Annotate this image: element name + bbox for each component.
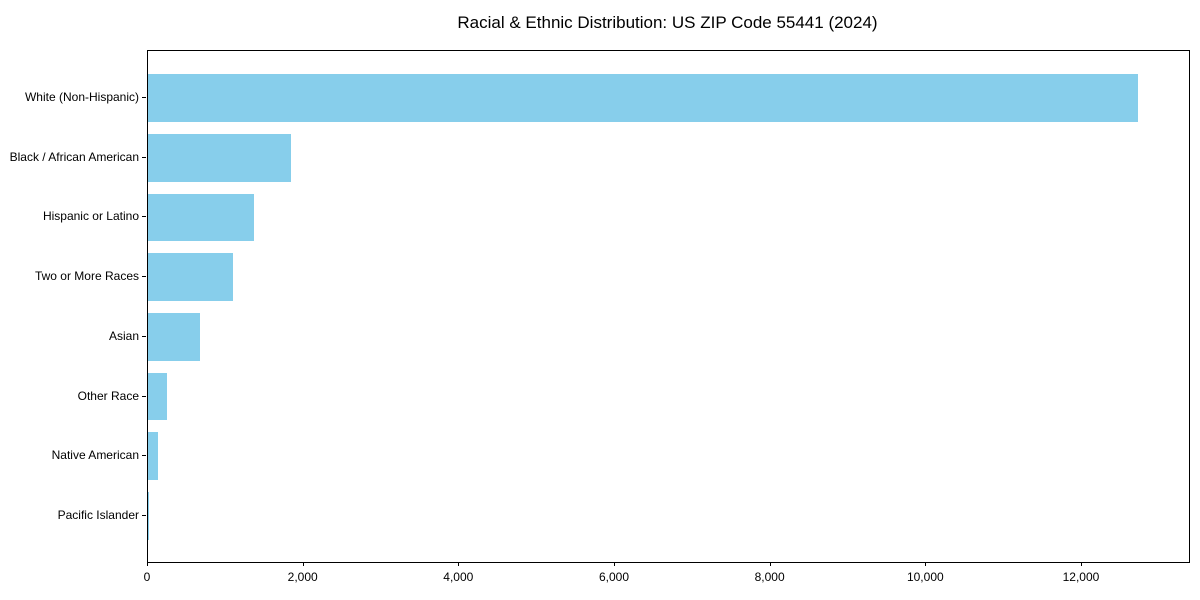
y-axis-label-white-non-hispanic: White (Non-Hispanic): [24, 90, 139, 104]
bar-native-american: [148, 432, 158, 481]
bar-other-race: [148, 372, 167, 421]
x-tick-label: 8,000: [754, 570, 785, 584]
y-tick: [142, 395, 146, 397]
x-tick-label: 10,000: [906, 570, 944, 584]
y-tick: [142, 455, 146, 457]
x-tick-label: 2,000: [287, 570, 318, 584]
bar-white-non-hispanic: [148, 74, 1138, 122]
y-tick: [142, 335, 146, 337]
plot-area: [147, 50, 1190, 563]
bar-two-or-more-races: [148, 253, 234, 301]
x-tick: [302, 562, 304, 566]
bar-black-african-american: [148, 133, 292, 182]
x-tick: [147, 562, 148, 566]
x-tick-label: 12,000: [1062, 570, 1100, 584]
x-tick: [458, 562, 460, 566]
y-tick: [142, 97, 146, 98]
y-tick: [142, 216, 146, 218]
y-axis-label-black-african-american: Black / African American: [9, 149, 139, 164]
x-tick: [613, 562, 615, 566]
y-axis-label-native-american: Native American: [51, 448, 139, 463]
x-tick-label: 4,000: [443, 570, 474, 584]
bar-pacific-islander: [148, 492, 149, 540]
x-tick-label: 0: [143, 570, 151, 584]
y-axis-label-pacific-islander: Pacific Islander: [57, 507, 139, 522]
y-axis-label-other-race: Other Race: [77, 388, 139, 403]
y-axis-label-hispanic-or-latino: Hispanic or Latino: [42, 209, 139, 224]
y-tick: [142, 156, 146, 158]
bar-hispanic-or-latino: [148, 193, 255, 242]
x-tick: [769, 562, 771, 566]
x-tick: [1080, 562, 1082, 566]
x-tick-label: 6,000: [598, 570, 629, 584]
chart-title: Racial & Ethnic Distribution: US ZIP Cod…: [457, 13, 878, 32]
y-axis-label-asian: Asian: [108, 328, 139, 343]
y-axis-label-two-or-more-races: Two or More Races: [34, 269, 139, 284]
bar-asian: [148, 312, 200, 361]
y-tick: [142, 514, 146, 516]
y-tick: [142, 276, 146, 278]
x-tick: [925, 562, 927, 566]
